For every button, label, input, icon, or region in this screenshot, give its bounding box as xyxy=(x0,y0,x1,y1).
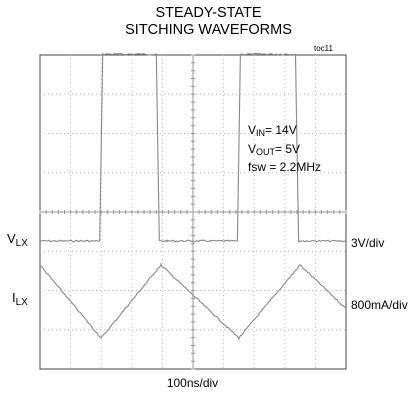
figure-tag: toc11 xyxy=(314,44,333,53)
ilx-scale-label: 800mA/div xyxy=(351,298,408,312)
vlx-trace xyxy=(39,52,347,243)
x-axis-label: 100ns/div xyxy=(166,376,219,390)
chart-title-line2: SITCHING WAVEFORMS xyxy=(125,22,292,38)
grid xyxy=(39,54,347,370)
vin-annotation: VIN= 14V xyxy=(248,123,297,139)
fsw-annotation: fsw = 2.2MHz xyxy=(248,160,322,174)
vlx-channel-label: VLX xyxy=(7,231,28,249)
vlx-scale-label: 3V/div xyxy=(351,236,385,250)
vout-annotation: VOUT= 5V xyxy=(248,142,301,158)
ilx-trace xyxy=(39,262,347,341)
ilx-channel-label: ILX xyxy=(12,290,28,308)
chart-title-line1: STEADY-STATE xyxy=(155,5,262,21)
